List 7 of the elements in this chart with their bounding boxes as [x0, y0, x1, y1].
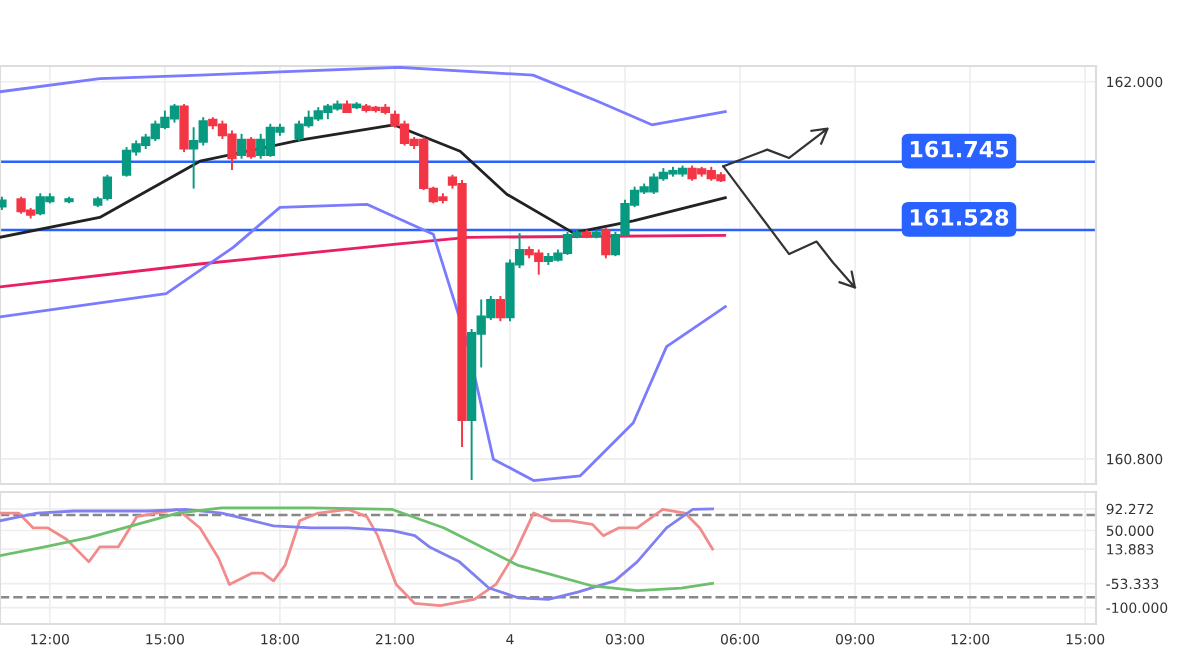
ref-line-label: 161.528: [910, 208, 1009, 226]
candlestick: [246, 137, 256, 159]
candlestick: [179, 104, 189, 153]
candlestick: [495, 296, 506, 322]
candlestick: [236, 133, 247, 159]
ref-line-label: 161.745: [910, 140, 1009, 158]
candlestick: [601, 227, 611, 259]
